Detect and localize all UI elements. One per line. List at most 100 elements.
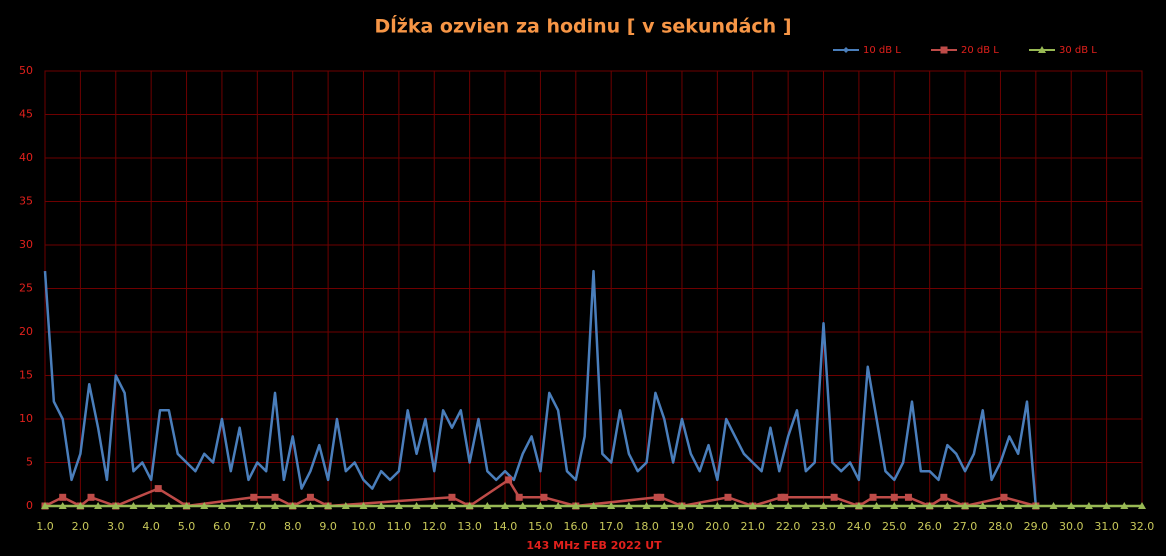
- marker: [890, 493, 898, 501]
- x-tick-label: 29.0: [1024, 520, 1049, 533]
- y-tick-label: 15: [19, 369, 33, 382]
- marker: [164, 502, 173, 509]
- marker: [907, 502, 916, 509]
- marker: [869, 493, 877, 501]
- marker: [94, 502, 103, 509]
- x-tick-label: 7.0: [249, 520, 267, 533]
- marker: [695, 502, 704, 509]
- x-tick-label: 26.0: [917, 520, 942, 533]
- y-tick-label: 20: [19, 325, 33, 338]
- marker: [1138, 502, 1146, 509]
- x-tick-label: 14.0: [493, 520, 518, 533]
- marker: [978, 502, 987, 509]
- marker: [1120, 502, 1129, 509]
- x-tick-label: 5.0: [178, 520, 196, 533]
- marker: [412, 502, 421, 509]
- y-tick-label: 25: [19, 282, 33, 295]
- x-tick-label: 25.0: [882, 520, 907, 533]
- marker: [554, 502, 563, 509]
- marker: [505, 476, 513, 484]
- marker: [447, 502, 456, 509]
- marker: [306, 493, 314, 501]
- marker: [182, 502, 191, 509]
- marker: [890, 502, 899, 509]
- marker: [777, 493, 785, 501]
- marker: [961, 502, 970, 509]
- marker: [1038, 46, 1046, 53]
- x-tick-label: 4.0: [142, 520, 160, 533]
- marker: [1031, 502, 1040, 509]
- marker: [1084, 502, 1093, 509]
- marker: [154, 485, 162, 493]
- marker: [819, 502, 828, 509]
- marker: [713, 502, 722, 509]
- marker: [624, 502, 633, 509]
- marker: [801, 502, 810, 509]
- x-tick-label: 13.0: [457, 520, 482, 533]
- x-tick-label: 21.0: [740, 520, 765, 533]
- series-line: [43, 269, 1038, 507]
- x-tick-label: 3.0: [107, 520, 125, 533]
- marker: [235, 502, 244, 509]
- marker: [571, 502, 580, 509]
- marker: [677, 502, 686, 509]
- marker: [1014, 502, 1023, 509]
- marker: [642, 502, 651, 509]
- x-tick-label: 31.0: [1094, 520, 1119, 533]
- marker: [483, 502, 492, 509]
- marker: [1000, 493, 1008, 501]
- marker: [515, 493, 523, 501]
- marker: [253, 502, 262, 509]
- marker: [536, 502, 545, 509]
- legend-label: 10 dB L: [863, 45, 901, 56]
- marker: [854, 502, 863, 509]
- marker: [904, 493, 912, 501]
- marker: [359, 502, 368, 509]
- marker: [76, 502, 85, 509]
- legend-label: 30 dB L: [1059, 45, 1097, 56]
- marker: [872, 502, 881, 509]
- marker: [607, 502, 616, 509]
- x-tick-label: 2.0: [72, 520, 90, 533]
- y-tick-label: 0: [26, 499, 33, 512]
- marker: [147, 502, 156, 509]
- x-tick-label: 19.0: [670, 520, 695, 533]
- marker: [943, 502, 952, 509]
- x-tick-label: 20.0: [705, 520, 730, 533]
- marker: [1067, 502, 1076, 509]
- y-tick-label: 5: [26, 456, 33, 469]
- marker: [781, 493, 789, 501]
- x-tick-label: 17.0: [599, 520, 624, 533]
- y-tick-label: 40: [19, 151, 33, 164]
- x-tick-label: 23.0: [811, 520, 836, 533]
- marker: [653, 493, 661, 501]
- marker: [465, 502, 474, 509]
- x-tick-label: 11.0: [387, 520, 412, 533]
- marker: [41, 502, 49, 509]
- x-tick-label: 18.0: [634, 520, 659, 533]
- x-tick-label: 9.0: [319, 520, 337, 533]
- x-tick-label: 27.0: [953, 520, 978, 533]
- marker: [518, 502, 527, 509]
- marker: [1102, 502, 1111, 509]
- marker: [129, 502, 138, 509]
- x-tick-label: 8.0: [284, 520, 302, 533]
- marker: [843, 47, 849, 53]
- marker: [660, 502, 669, 509]
- x-tick-label: 1.0: [36, 520, 54, 533]
- x-tick-label: 30.0: [1059, 520, 1084, 533]
- marker: [784, 502, 793, 509]
- marker: [217, 502, 226, 509]
- marker: [748, 502, 757, 509]
- marker: [59, 493, 67, 501]
- y-tick-label: 35: [19, 195, 33, 208]
- x-tick-label: 10.0: [351, 520, 376, 533]
- marker: [87, 493, 95, 501]
- marker: [837, 502, 846, 509]
- x-tick-label: 15.0: [528, 520, 553, 533]
- legend-label: 20 dB L: [961, 45, 999, 56]
- chart-title: Dĺžka ozvien za hodinu [ v sekundách ]: [375, 15, 792, 38]
- marker: [996, 502, 1005, 509]
- y-tick-label: 45: [19, 108, 33, 121]
